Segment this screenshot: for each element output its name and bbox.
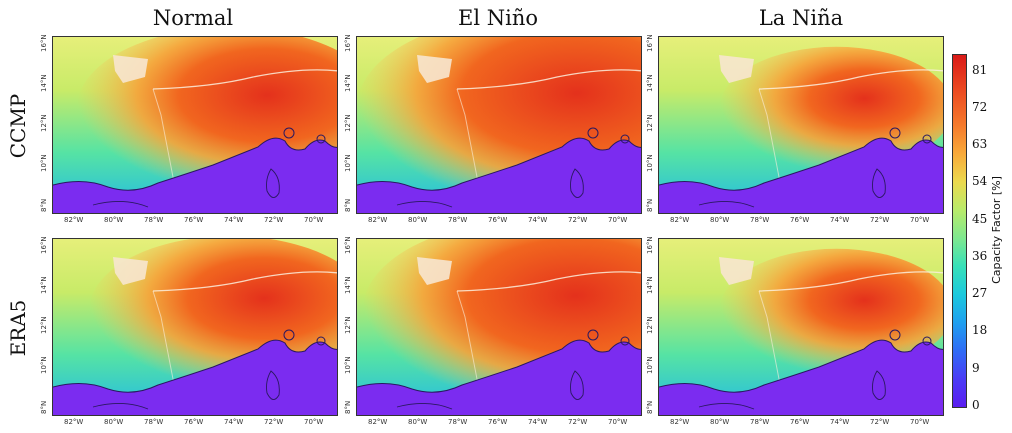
lon-tick-label: 72°W xyxy=(568,418,588,426)
lon-tick-label: 76°W xyxy=(184,418,204,426)
lon-tick-label: 80°W xyxy=(408,418,428,426)
lon-tick-label: 70°W xyxy=(608,216,628,224)
lat-tick-label: 14°N xyxy=(646,276,654,294)
lat-tick-label: 16°N xyxy=(646,34,654,52)
lat-tick-label: 14°N xyxy=(344,276,352,294)
lon-tick-label: 76°W xyxy=(488,418,508,426)
lon-tick-label: 70°W xyxy=(910,418,930,426)
lat-tick-label: 12°N xyxy=(344,316,352,334)
map-panel xyxy=(52,36,338,214)
lat-tick-label: 10°N xyxy=(40,356,48,374)
lon-tick-label: 72°W xyxy=(264,216,284,224)
lon-tick-label: 72°W xyxy=(870,216,890,224)
colorbar-tick-label: 9 xyxy=(972,360,980,375)
lon-tick-label: 82°W xyxy=(368,216,388,224)
map-panel xyxy=(52,238,338,416)
map-panel xyxy=(356,36,642,214)
col-title-1: El Niño xyxy=(458,6,538,30)
lat-tick-label: 14°N xyxy=(344,74,352,92)
lat-tick-label: 16°N xyxy=(646,236,654,254)
lon-tick-label: 74°W xyxy=(224,216,244,224)
col-title-2: La Niña xyxy=(758,6,844,30)
lat-tick-label: 16°N xyxy=(344,34,352,52)
lon-tick-label: 82°W xyxy=(64,216,84,224)
lon-tick-label: 78°W xyxy=(448,216,468,224)
colorbar-tick-label: 36 xyxy=(972,248,988,263)
colorbar-tick-label: 72 xyxy=(972,99,988,114)
row-title-0: CCMP xyxy=(6,93,30,159)
lat-tick-label: 10°N xyxy=(646,154,654,172)
lat-tick-label: 8°N xyxy=(344,400,352,414)
row-title-1: ERA5 xyxy=(6,299,30,357)
lon-tick-label: 80°W xyxy=(408,216,428,224)
lon-tick-label: 72°W xyxy=(870,418,890,426)
lon-tick-label: 76°W xyxy=(184,216,204,224)
colorbar xyxy=(952,54,967,408)
colorbar-tick-label: 63 xyxy=(972,137,988,152)
lon-tick-label: 72°W xyxy=(264,418,284,426)
map-panel xyxy=(658,36,944,214)
lat-tick-label: 14°N xyxy=(40,276,48,294)
colorbar-tick-label: 18 xyxy=(972,323,988,338)
lat-tick-label: 8°N xyxy=(40,198,48,212)
lon-tick-label: 78°W xyxy=(750,418,770,426)
lon-tick-label: 74°W xyxy=(528,216,548,224)
colorbar-tick-label: 0 xyxy=(972,398,980,412)
lat-tick-label: 12°N xyxy=(344,114,352,132)
lon-tick-label: 70°W xyxy=(910,216,930,224)
lon-tick-label: 74°W xyxy=(224,418,244,426)
lat-tick-label: 16°N xyxy=(40,236,48,254)
map-panel xyxy=(356,238,642,416)
lat-tick-label: 14°N xyxy=(40,74,48,92)
lat-tick-label: 10°N xyxy=(40,154,48,172)
lon-tick-label: 72°W xyxy=(568,216,588,224)
map-panel xyxy=(658,238,944,416)
lat-tick-label: 14°N xyxy=(646,74,654,92)
lat-tick-label: 8°N xyxy=(646,198,654,212)
lon-tick-label: 74°W xyxy=(830,418,850,426)
lon-tick-label: 76°W xyxy=(790,418,810,426)
colorbar-tick-label: 81 xyxy=(972,62,988,77)
lon-tick-label: 82°W xyxy=(64,418,84,426)
lat-tick-label: 10°N xyxy=(646,356,654,374)
lon-tick-label: 70°W xyxy=(304,418,324,426)
lon-tick-label: 78°W xyxy=(144,418,164,426)
lon-tick-label: 76°W xyxy=(790,216,810,224)
lat-tick-label: 16°N xyxy=(344,236,352,254)
lat-tick-label: 12°N xyxy=(40,114,48,132)
lon-tick-label: 80°W xyxy=(710,216,730,224)
lat-tick-label: 12°N xyxy=(646,316,654,334)
lon-tick-label: 82°W xyxy=(670,418,690,426)
lon-tick-label: 70°W xyxy=(304,216,324,224)
lon-tick-label: 78°W xyxy=(144,216,164,224)
colorbar-tick-label: 54 xyxy=(972,174,988,189)
lon-tick-label: 78°W xyxy=(448,418,468,426)
lon-tick-label: 74°W xyxy=(830,216,850,224)
lat-tick-label: 8°N xyxy=(646,400,654,414)
colorbar-tick-label: 45 xyxy=(972,211,988,226)
lat-tick-label: 12°N xyxy=(40,316,48,334)
lat-tick-label: 8°N xyxy=(344,198,352,212)
lon-tick-label: 76°W xyxy=(488,216,508,224)
lat-tick-label: 16°N xyxy=(40,34,48,52)
lat-tick-label: 10°N xyxy=(344,356,352,374)
lat-tick-label: 12°N xyxy=(646,114,654,132)
colorbar-tick-label: 27 xyxy=(972,286,988,301)
lon-tick-label: 80°W xyxy=(104,418,124,426)
lon-tick-label: 78°W xyxy=(750,216,770,224)
lon-tick-label: 70°W xyxy=(608,418,628,426)
col-title-0: Normal xyxy=(152,6,234,30)
lat-tick-label: 10°N xyxy=(344,154,352,172)
lat-tick-label: 8°N xyxy=(40,400,48,414)
lon-tick-label: 80°W xyxy=(710,418,730,426)
lon-tick-label: 82°W xyxy=(670,216,690,224)
lon-tick-label: 74°W xyxy=(528,418,548,426)
lon-tick-label: 80°W xyxy=(104,216,124,224)
lon-tick-label: 82°W xyxy=(368,418,388,426)
